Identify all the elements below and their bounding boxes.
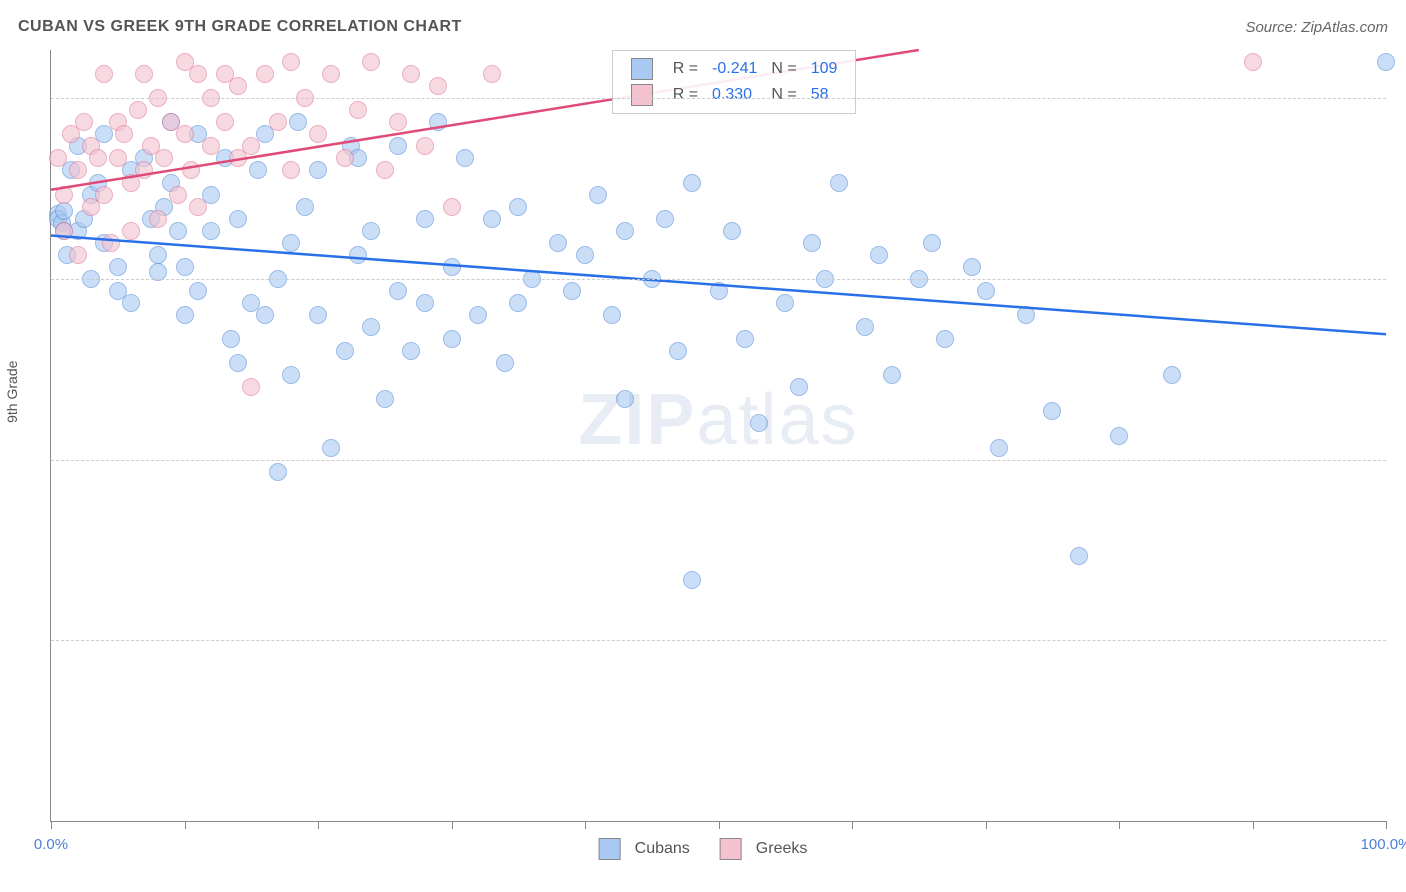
x-tick — [852, 821, 853, 829]
trend-line — [51, 236, 1386, 335]
r-value: 0.330 — [706, 83, 763, 107]
legend-swatch — [720, 838, 742, 860]
grid-line — [51, 460, 1386, 461]
legend-swatch — [631, 84, 653, 106]
x-tick-label: 100.0% — [1361, 836, 1406, 853]
grid-line — [51, 640, 1386, 641]
stats-row: R =0.330N =58 — [625, 83, 844, 107]
n-label: N = — [765, 57, 802, 81]
x-tick-label: 0.0% — [34, 836, 68, 853]
x-tick — [1119, 821, 1120, 829]
chart-area: ZIPatlas R =-0.241N =109R =0.330N =58 77… — [50, 50, 1386, 822]
y-tick-label: 77.5% — [1396, 632, 1406, 649]
x-tick — [1253, 821, 1254, 829]
grid-line — [51, 279, 1386, 280]
legend-item: Greeks — [720, 838, 808, 860]
chart-title: CUBAN VS GREEK 9TH GRADE CORRELATION CHA… — [18, 18, 462, 36]
x-tick — [719, 821, 720, 829]
y-tick-label: 85.0% — [1396, 451, 1406, 468]
legend-swatch — [599, 838, 621, 860]
x-tick — [318, 821, 319, 829]
legend-item: Cubans — [599, 838, 690, 860]
stats-legend: R =-0.241N =109R =0.330N =58 — [612, 50, 857, 114]
source-label: Source: ZipAtlas.com — [1245, 19, 1388, 36]
grid-line — [51, 98, 1386, 99]
legend-label: Greeks — [756, 840, 808, 858]
n-value: 109 — [805, 57, 844, 81]
x-tick — [585, 821, 586, 829]
y-axis-label: 9th Grade — [4, 361, 20, 423]
y-tick-label: 92.5% — [1396, 270, 1406, 287]
y-tick-label: 100.0% — [1396, 90, 1406, 107]
r-label: R = — [667, 57, 704, 81]
legend-label: Cubans — [635, 840, 690, 858]
r-label: R = — [667, 83, 704, 107]
x-tick — [452, 821, 453, 829]
series-legend: Cubans Greeks — [599, 838, 808, 860]
stats-row: R =-0.241N =109 — [625, 57, 844, 81]
x-tick — [185, 821, 186, 829]
r-value: -0.241 — [706, 57, 763, 81]
trend-lines — [51, 50, 1386, 821]
x-tick — [51, 821, 52, 829]
legend-swatch — [631, 58, 653, 80]
n-value: 58 — [805, 83, 844, 107]
n-label: N = — [765, 83, 802, 107]
x-tick — [1386, 821, 1387, 829]
x-tick — [986, 821, 987, 829]
